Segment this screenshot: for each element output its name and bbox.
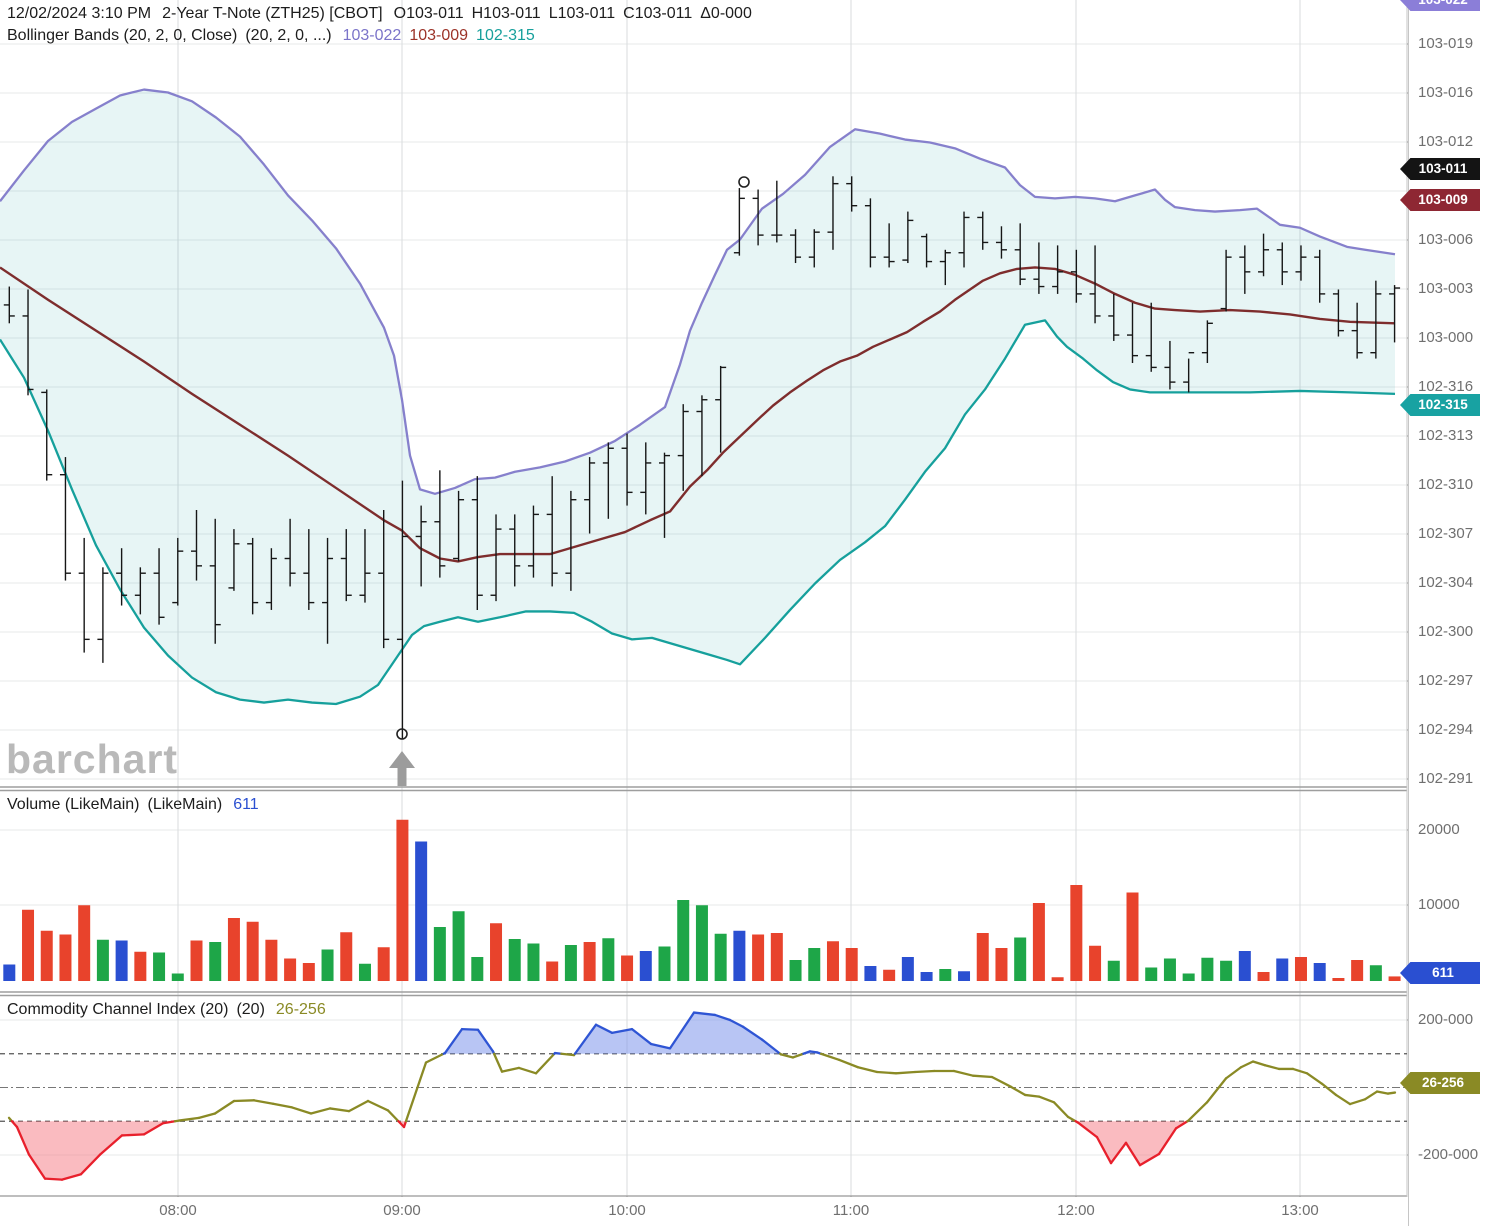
cci-line [7,1011,1397,1181]
cci-header-row[interactable]: Commodity Channel Index (20) (20) 26-256 [7,1001,337,1019]
time-label: 12:00 [1057,1202,1095,1219]
cci-title: Commodity Channel Index (20) [7,1001,229,1018]
volume-header-row[interactable]: Volume (LikeMain) (LikeMain) 611 [7,796,270,814]
axis-label: 103-000 [1418,329,1474,346]
axis-label: 103-019 [1418,35,1474,52]
quote-open: O103-011 [393,5,464,22]
study-params: (20, 2, 0, ...) [245,27,332,44]
bb-upper-badge: 103-022 [1400,0,1480,11]
study-header-row[interactable]: Bollinger Bands (20, 2, 0, Close) (20, 2,… [7,27,546,45]
barchart-watermark-logo: barchart [6,736,179,782]
study-name: Bollinger Bands (20, 2, 0, Close) [7,27,238,44]
axis-label: 102-307 [1418,525,1474,542]
time-label: 09:00 [383,1202,421,1219]
quote-change: Δ0-000 [700,5,752,22]
axis-label: 10000 [1418,896,1460,913]
axis-label: 103-006 [1418,231,1474,248]
session-low-circle [396,728,408,740]
bollinger-bands [0,88,1396,706]
axis-label: 102-297 [1418,672,1474,689]
axis-label: 102-304 [1418,574,1474,591]
price-axis[interactable]: 103-019 103-016 103-012 103-006 103-003 103-0… [1400,0,1486,1226]
axis-label: 102-316 [1418,378,1474,395]
time-axis[interactable]: 08:00 09:00 10:00 11:00 12:00 13:00 [0,1197,1486,1226]
quote-close: C103-011 [623,5,693,22]
bb-middle-badge: 103-009 [1400,189,1480,211]
bb-middle-value: 103-009 [409,27,469,44]
axis-label: 102-300 [1418,623,1474,640]
last-price-badge: 103-011 [1400,158,1480,180]
bb-lower-badge: 102-315 [1400,394,1480,416]
quote-datetime: 12/02/2024 3:10 PM [7,5,152,22]
cci-badge: 26-256 [1400,1072,1480,1094]
axis-label: 102-294 [1418,721,1474,738]
volume-current-value: 611 [233,796,259,813]
volume-bars [3,819,1401,981]
volume-params: (LikeMain) [147,796,223,813]
quote-header-row: 12/02/2024 3:10 PM 2-Year T-Note (ZTH25) … [7,5,763,23]
axis-label: -200-000 [1418,1146,1479,1163]
session-high-circle [738,176,750,188]
axis-label: 103-016 [1418,84,1474,101]
bb-upper-value: 103-022 [342,27,402,44]
time-label: 10:00 [608,1202,646,1219]
event-arrow-up-icon[interactable] [389,751,415,786]
cci-overbought-fill [574,1012,781,1054]
cci-oversold-fill [11,1121,175,1180]
quote-high: H103-011 [471,5,541,22]
axis-label: 102-310 [1418,476,1474,493]
bb-lower-value: 102-315 [476,27,535,44]
axis-label: 102-313 [1418,427,1474,444]
axis-label: 20000 [1418,821,1460,838]
cci-current-value: 26-256 [275,1001,326,1018]
cci-params: (20) [236,1001,265,1018]
axis-label: 102-291 [1418,770,1474,787]
ohlc-bars [3,176,1401,740]
axis-label: 103-003 [1418,280,1474,297]
time-label: 11:00 [832,1202,870,1219]
time-label: 08:00 [159,1202,197,1219]
axis-label: 103-012 [1418,133,1474,150]
axis-label: 200-000 [1418,1011,1474,1028]
volume-badge: 611 [1400,962,1480,984]
quote-symbol: 2-Year T-Note (ZTH25) [CBOT] [162,5,383,22]
time-label: 13:00 [1281,1202,1319,1219]
cci-oversold-fill [1075,1121,1188,1166]
volume-title: Volume (LikeMain) [7,796,140,813]
quote-low: L103-011 [548,5,616,22]
